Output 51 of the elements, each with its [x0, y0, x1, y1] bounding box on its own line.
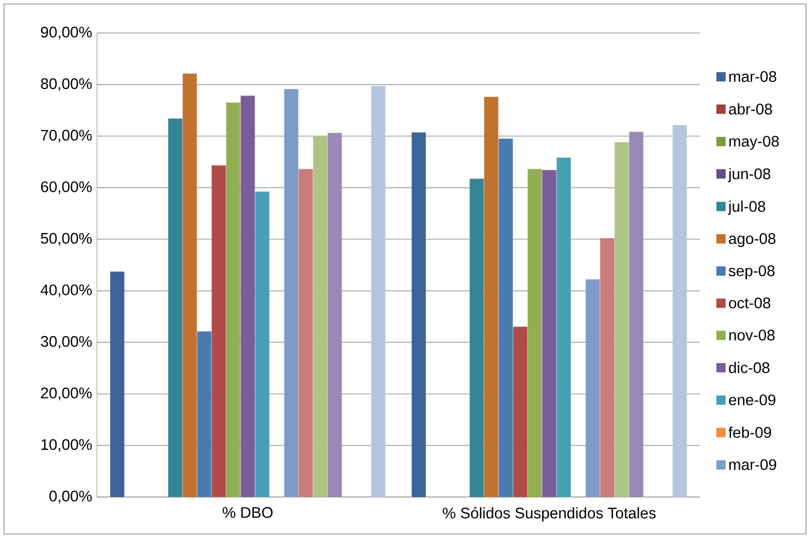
- legend-label: oct-08: [728, 298, 770, 308]
- bar: [629, 132, 644, 498]
- legend-label: sep-08: [728, 265, 775, 280]
- bar: [284, 89, 298, 498]
- bar: [470, 178, 484, 498]
- bar: [298, 168, 313, 498]
- legend-label: jun-08: [728, 168, 770, 182]
- legend-label: ago-08: [728, 233, 776, 248]
- legend-label: feb-09: [728, 426, 772, 438]
- bar: [412, 132, 426, 498]
- bar: [600, 238, 614, 498]
- y-tick-label: 30,00%: [40, 336, 92, 349]
- bar: [197, 331, 212, 498]
- bar: [498, 138, 513, 498]
- bar: [586, 279, 600, 498]
- legend-label: dic-08: [728, 362, 770, 374]
- bar: [614, 142, 629, 498]
- legend-label: mar-09: [729, 459, 776, 470]
- bar: [182, 74, 197, 498]
- legend-label: abr-08: [728, 103, 772, 115]
- bar: [672, 125, 687, 498]
- bar: [212, 165, 226, 498]
- y-tick-label: 60,00%: [41, 181, 92, 194]
- bar: [313, 136, 328, 498]
- legend-label: jul-08: [728, 200, 766, 215]
- bar: [542, 170, 556, 498]
- bar: [556, 158, 571, 498]
- legend-label: ene-09: [728, 394, 776, 406]
- bar: [226, 102, 240, 498]
- y-tick-label: 70,00%: [41, 130, 92, 142]
- bar: [328, 132, 342, 498]
- y-tick-label: 0,00%: [49, 490, 92, 504]
- y-tick-label: 20,00%: [41, 388, 92, 400]
- bar: [110, 272, 124, 498]
- y-tick-label: 40,00%: [40, 284, 92, 298]
- bar: [255, 192, 270, 498]
- y-tick-label: 10,00%: [41, 439, 92, 452]
- bar: [528, 168, 542, 498]
- y-tick-label: 80,00%: [40, 78, 92, 91]
- bar: [513, 326, 528, 498]
- x-tick-label: % DBO: [222, 507, 273, 518]
- legend-label: may-08: [729, 136, 779, 150]
- y-tick-label: 50,00%: [40, 232, 92, 246]
- x-tick-label: % Sólidos Suspendidos Totales: [442, 507, 656, 522]
- legend-label: nov-08: [729, 330, 775, 341]
- bar: [484, 96, 498, 498]
- bar: [168, 118, 182, 498]
- legend-label: mar-08: [729, 71, 776, 82]
- y-tick-label: 90,00%: [41, 26, 92, 40]
- bar: [371, 86, 386, 498]
- bar: [240, 96, 255, 498]
